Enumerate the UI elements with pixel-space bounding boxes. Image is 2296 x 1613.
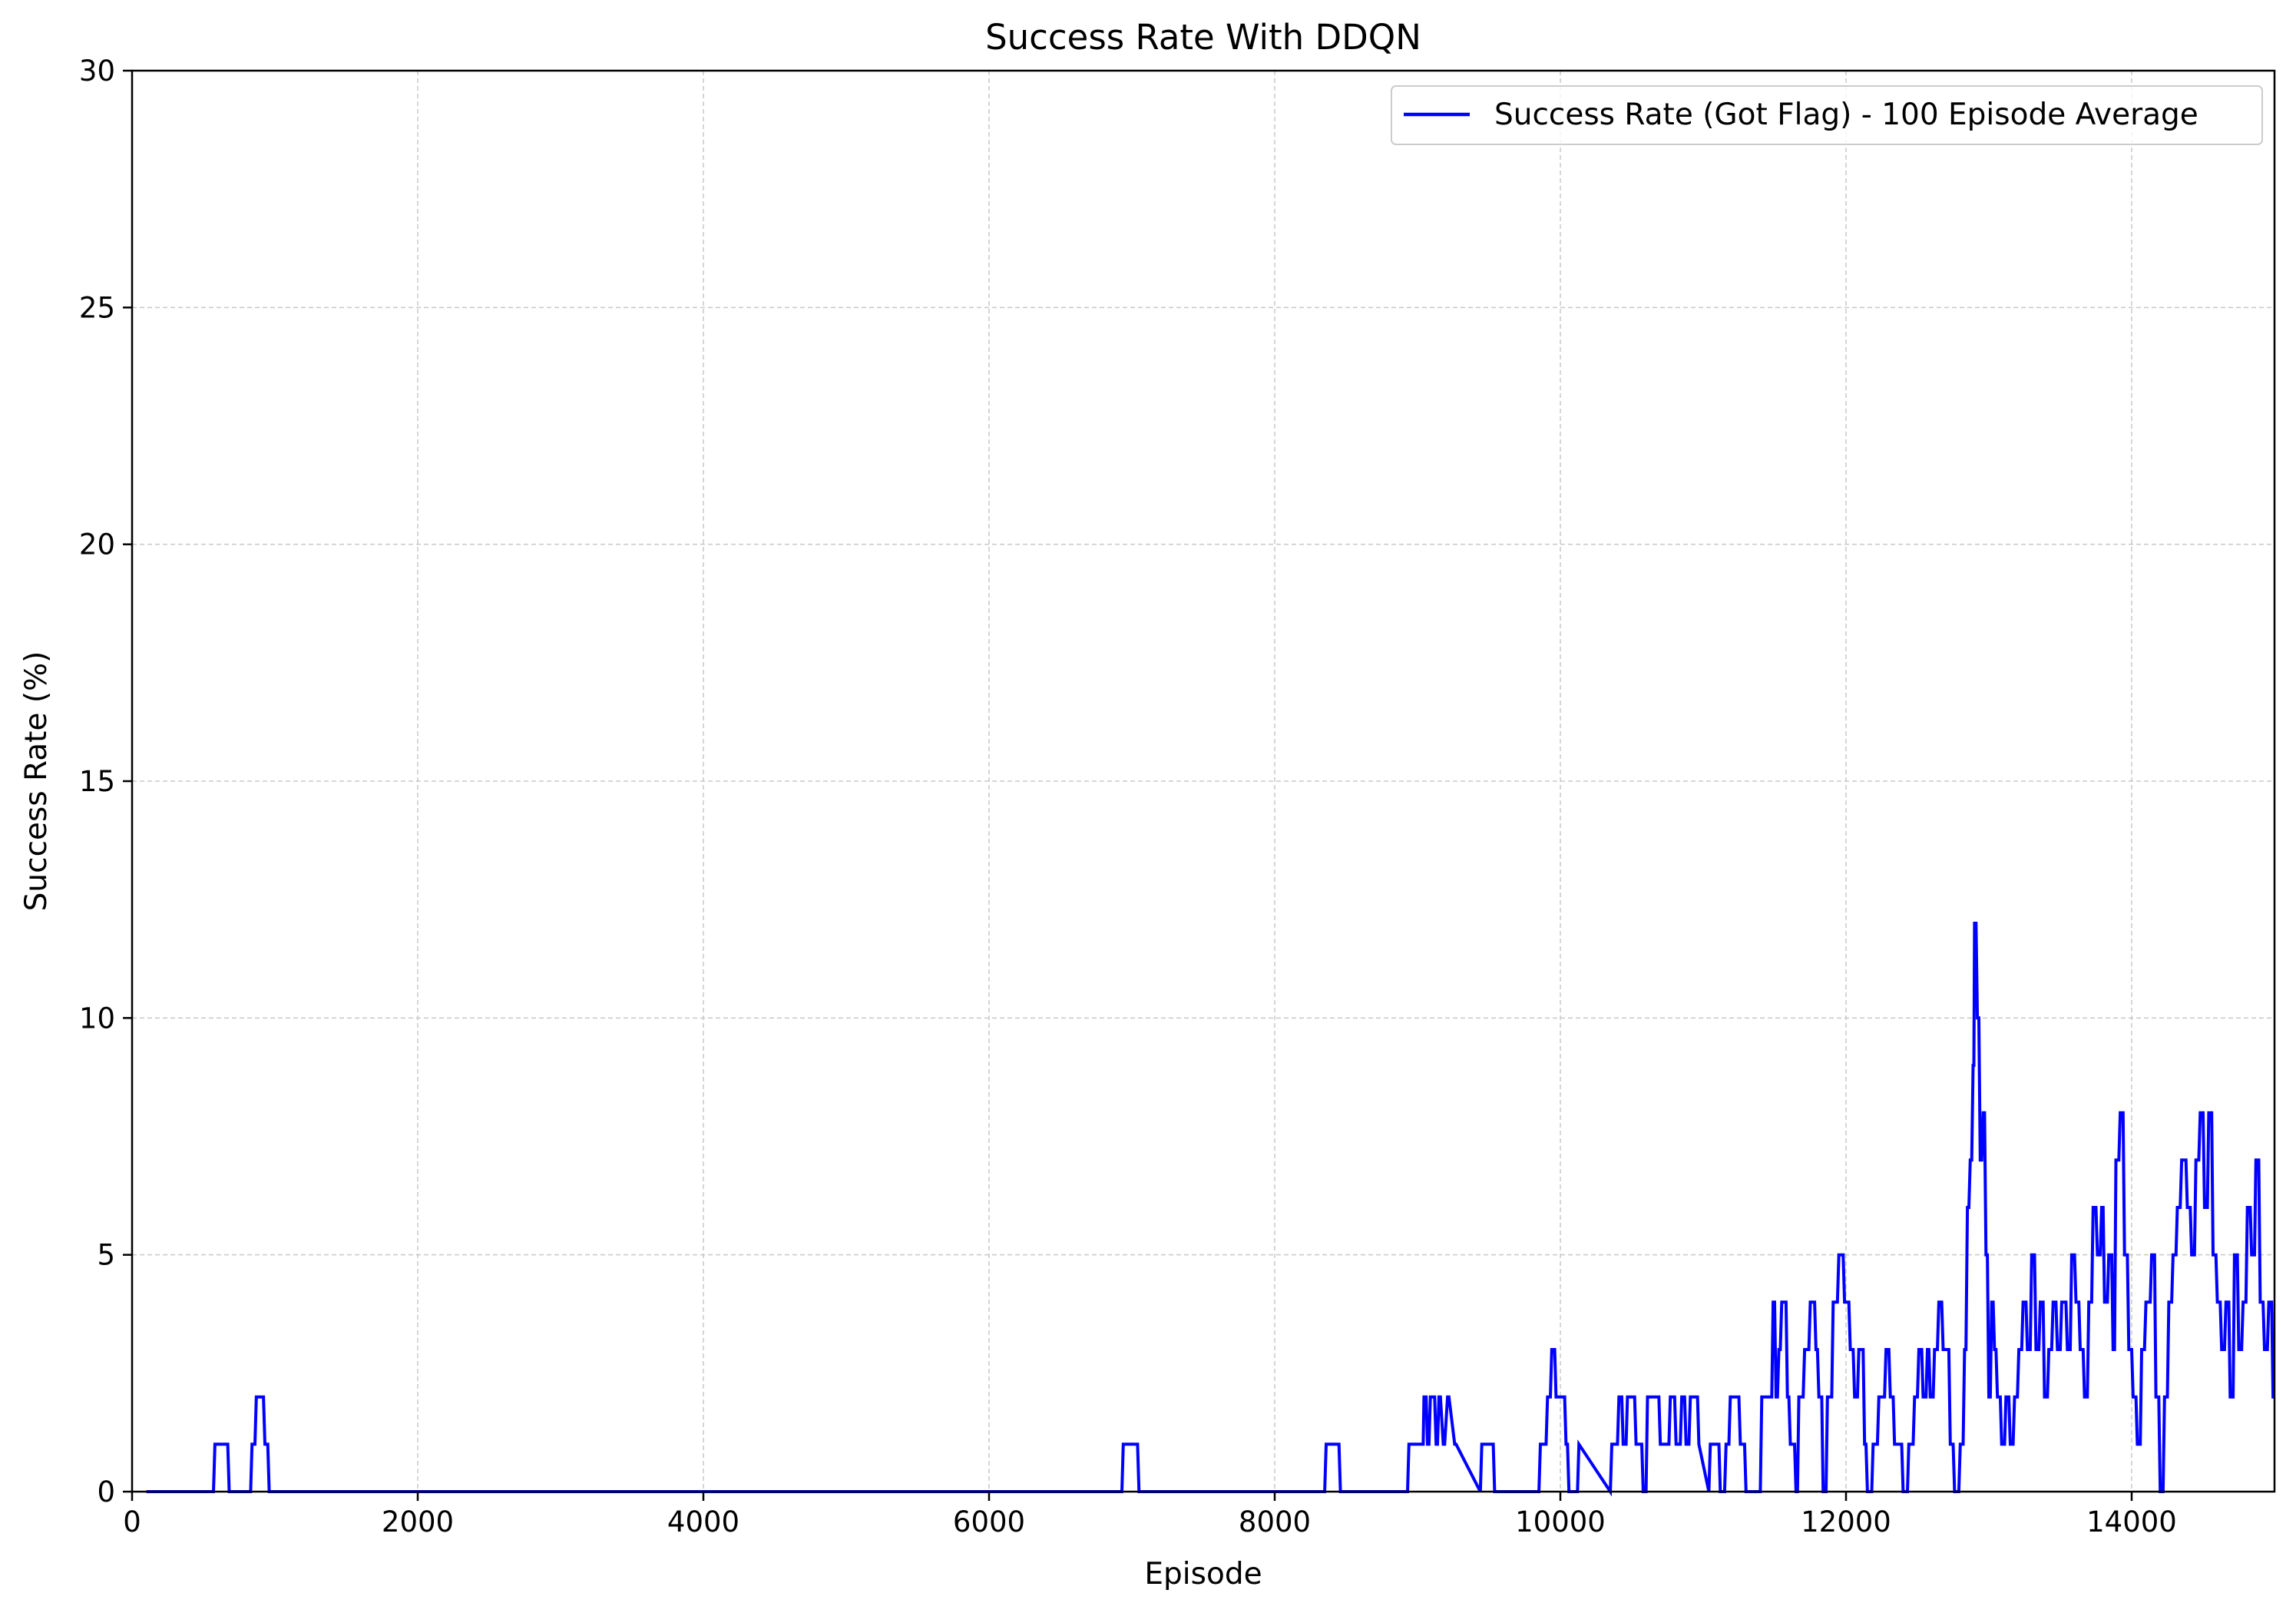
x-tick-label: 2000 <box>382 1505 454 1538</box>
grid <box>132 71 2274 1492</box>
legend-label: Success Rate (Got Flag) - 100 Episode Av… <box>1494 98 2198 132</box>
y-axis-label: Success Rate (%) <box>19 651 54 912</box>
y-tick-label: 0 <box>97 1476 115 1509</box>
x-tick-label: 8000 <box>1239 1505 1311 1538</box>
x-axis-label: Episode <box>1144 1557 1262 1591</box>
legend: Success Rate (Got Flag) - 100 Episode Av… <box>1391 85 2263 145</box>
x-tick-label: 14000 <box>2086 1505 2177 1538</box>
x-tick-label: 12000 <box>1801 1505 1891 1538</box>
x-tick-label: 4000 <box>667 1505 739 1538</box>
y-tick-label: 30 <box>79 55 115 88</box>
y-tick-label: 15 <box>79 765 115 798</box>
x-tick-label: 6000 <box>953 1505 1025 1538</box>
x-tick-label: 10000 <box>1515 1505 1606 1538</box>
legend-box <box>1391 85 2263 145</box>
axis-ticks: 0 2000 4000 6000 8000 10000 12000 14000 0 5 10 15 20… <box>79 55 2177 1538</box>
x-tick-label: 0 <box>123 1505 141 1538</box>
chart-title: Success Rate With DDQN <box>985 17 1421 58</box>
y-tick-label: 25 <box>79 291 115 324</box>
y-tick-label: 5 <box>97 1239 115 1272</box>
y-tick-label: 20 <box>79 528 115 561</box>
y-tick-label: 10 <box>79 1002 115 1035</box>
